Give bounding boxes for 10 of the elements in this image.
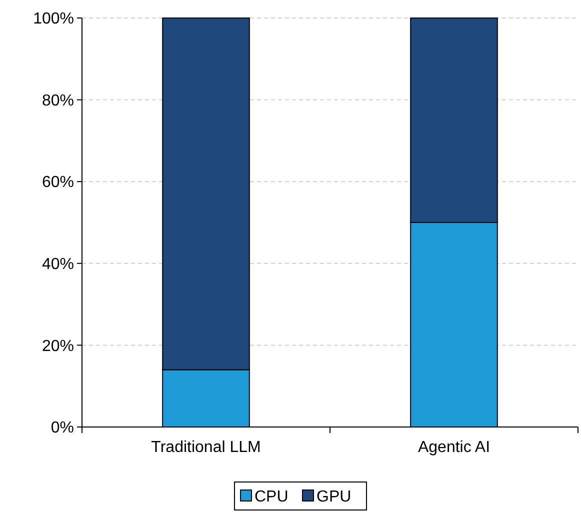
y-tick-label: 60% xyxy=(42,174,74,192)
legend-label: GPU xyxy=(316,488,352,506)
y-tick-label: 80% xyxy=(42,92,74,110)
x-tick-label: Agentic AI xyxy=(418,439,490,456)
y-tick-label: 20% xyxy=(42,338,74,355)
y-tick-label: 40% xyxy=(42,256,74,273)
y-tick-label: 100% xyxy=(33,10,74,28)
legend-label: CPU xyxy=(254,488,288,506)
y-tick-label: 0% xyxy=(50,420,74,437)
x-tick-label: Traditional LLM xyxy=(151,439,261,456)
